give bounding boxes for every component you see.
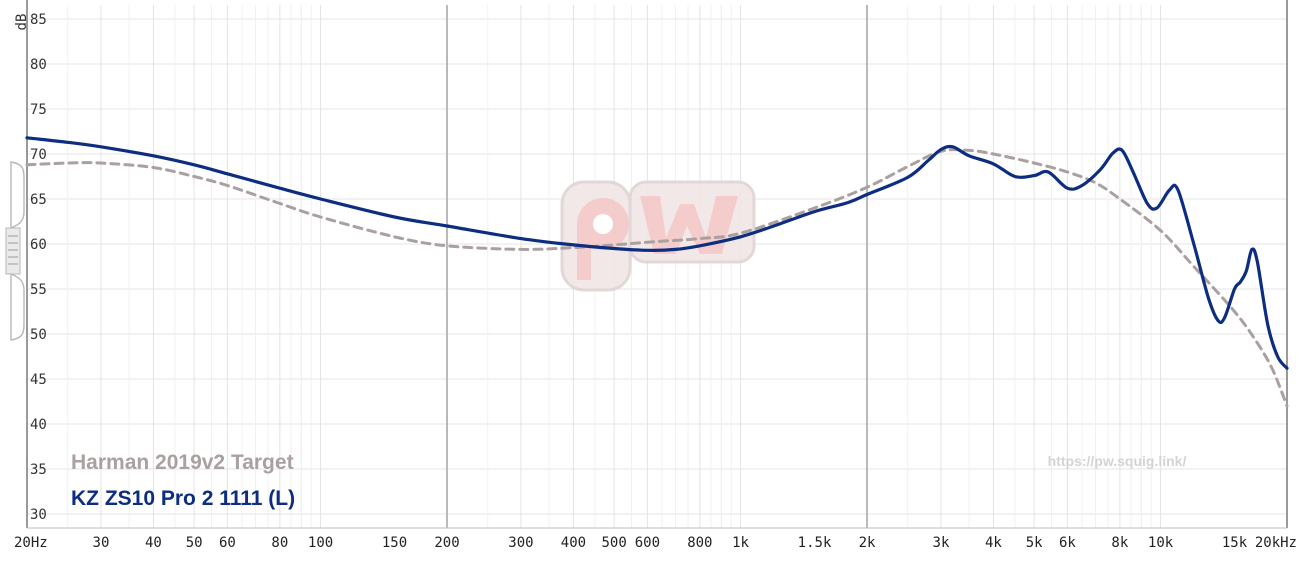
y-scale-drag-handle[interactable]	[5, 161, 25, 341]
x-tick-label: 40	[145, 535, 162, 551]
x-tick-label: 10k	[1148, 535, 1174, 551]
x-tick-label: 15k	[1222, 535, 1248, 551]
x-tick-label: 1k	[732, 535, 749, 551]
y-tick-label: 60	[30, 237, 47, 253]
legend-target-label[interactable]: Harman 2019v2 Target	[71, 451, 294, 474]
grid-lines	[26, 0, 1288, 529]
x-tick-label: 150	[382, 535, 407, 551]
y-tick-label: 50	[30, 327, 47, 343]
y-tick-label: 45	[30, 372, 47, 388]
x-tick-label: 1.5k	[798, 535, 832, 551]
x-tick-label: 100	[308, 535, 333, 551]
headphone-curve	[25, 136, 1289, 370]
x-tick-label: 400	[561, 535, 586, 551]
y-tick-label: 35	[30, 462, 47, 478]
x-tick-label: 8k	[1111, 535, 1128, 551]
x-tick-label: 4k	[985, 535, 1002, 551]
x-tick-label: 3k	[933, 535, 950, 551]
x-tick-label: 800	[687, 535, 712, 551]
x-tick-label: 500	[601, 535, 626, 551]
y-tick-label: 85	[30, 12, 47, 28]
x-tick-label: 20kHz	[1255, 535, 1297, 551]
pw-watermark-logo	[560, 180, 756, 292]
x-tick-label: 20Hz	[14, 535, 48, 551]
x-tick-label: 30	[93, 535, 110, 551]
y-axis-label: dB	[14, 14, 30, 31]
x-tick-label: 600	[635, 535, 660, 551]
x-tick-label: 200	[434, 535, 459, 551]
watermark-url: https://pw.squig.link/	[1048, 453, 1187, 469]
x-tick-labels: 20Hz 30 40 50 60 80 100 150 200 300 400 500 600 800 1k…	[14, 535, 1297, 551]
curves	[25, 136, 1289, 408]
x-tick-label: 6k	[1059, 535, 1076, 551]
y-tick-labels: 85 80 75 70 65 60 55 50 45 40 35 30	[30, 12, 47, 523]
y-tick-label: 40	[30, 417, 47, 433]
y-tick-label: 55	[30, 282, 47, 298]
x-tick-label: 60	[219, 535, 236, 551]
y-tick-label: 80	[30, 57, 47, 73]
y-tick-label: 65	[30, 192, 47, 208]
x-tick-label: 80	[271, 535, 288, 551]
x-tick-label: 5k	[1026, 535, 1043, 551]
y-tick-label: 30	[30, 507, 47, 523]
x-tick-label: 50	[186, 535, 203, 551]
legend-headphone-label[interactable]: KZ ZS10 Pro 2 1111 (L)	[71, 487, 295, 510]
target-curve	[25, 148, 1289, 408]
x-tick-label: 300	[508, 535, 533, 551]
y-tick-label: 75	[30, 102, 47, 118]
x-tick-label: 2k	[859, 535, 876, 551]
y-tick-label: 70	[30, 147, 47, 163]
